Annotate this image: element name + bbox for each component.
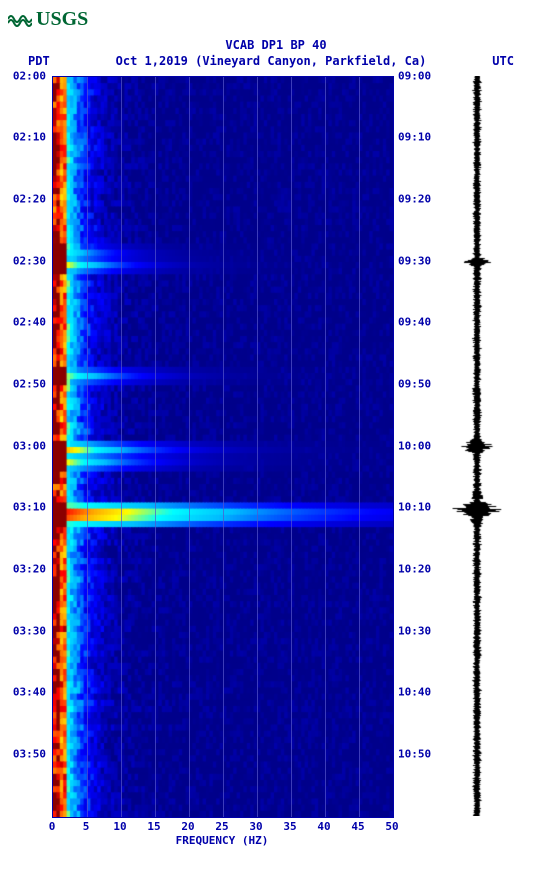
frequency-label: FREQUENCY (HZ) bbox=[52, 834, 392, 847]
left-tick: 02:40 bbox=[13, 316, 46, 329]
right-tick: 10:20 bbox=[398, 563, 431, 576]
x-tick: 35 bbox=[283, 820, 296, 833]
x-tick: 40 bbox=[317, 820, 330, 833]
chart-title: VCAB DP1 BP 40 bbox=[8, 37, 544, 54]
left-tick: 02:20 bbox=[13, 193, 46, 206]
seismogram-canvas bbox=[452, 76, 502, 816]
spectrogram-panel bbox=[52, 76, 394, 818]
right-tick: 10:10 bbox=[398, 501, 431, 514]
left-tick: 02:50 bbox=[13, 378, 46, 391]
wave-icon bbox=[8, 11, 32, 29]
x-tick: 5 bbox=[83, 820, 90, 833]
right-tick: 09:10 bbox=[398, 131, 431, 144]
title-line-2: Oct 1,2019 (Vineyard Canyon, Parkfield, … bbox=[116, 54, 427, 68]
right-timezone: UTC bbox=[492, 54, 514, 68]
left-time-axis: 02:0002:1002:2002:3002:4002:5003:0003:10… bbox=[8, 76, 52, 818]
x-tick: 30 bbox=[249, 820, 262, 833]
x-tick: 15 bbox=[147, 820, 160, 833]
right-time-axis: 09:0009:1009:2009:3009:4009:5010:0010:10… bbox=[394, 76, 442, 818]
frequency-ticks: 05101520253035404550 bbox=[52, 818, 392, 834]
seismogram-panel bbox=[452, 76, 502, 818]
x-tick: 10 bbox=[113, 820, 126, 833]
x-tick: 0 bbox=[49, 820, 56, 833]
right-tick: 09:50 bbox=[398, 378, 431, 391]
right-tick: 09:20 bbox=[398, 193, 431, 206]
left-tick: 02:10 bbox=[13, 131, 46, 144]
left-tick: 02:30 bbox=[13, 254, 46, 267]
left-tick: 03:50 bbox=[13, 748, 46, 761]
x-tick: 20 bbox=[181, 820, 194, 833]
left-tick: 03:40 bbox=[13, 686, 46, 699]
right-tick: 09:30 bbox=[398, 254, 431, 267]
left-tick: 03:30 bbox=[13, 624, 46, 637]
right-tick: 10:00 bbox=[398, 439, 431, 452]
title-line-1: VCAB DP1 BP 40 bbox=[8, 37, 544, 54]
logo-text: USGS bbox=[36, 8, 88, 31]
chart-area: 02:0002:1002:2002:3002:4002:5003:0003:10… bbox=[8, 76, 544, 818]
x-tick: 45 bbox=[351, 820, 364, 833]
left-tick: 02:00 bbox=[13, 69, 46, 82]
header-row: PDT Oct 1,2019 (Vineyard Canyon, Parkfie… bbox=[8, 54, 544, 68]
spectrogram-canvas bbox=[53, 77, 393, 817]
x-axis: 05101520253035404550 FREQUENCY (HZ) bbox=[52, 818, 392, 852]
x-tick: 25 bbox=[215, 820, 228, 833]
right-tick: 10:50 bbox=[398, 748, 431, 761]
right-tick: 09:40 bbox=[398, 316, 431, 329]
right-tick: 10:30 bbox=[398, 624, 431, 637]
x-tick: 50 bbox=[385, 820, 398, 833]
left-timezone: PDT bbox=[28, 54, 50, 68]
left-tick: 03:10 bbox=[13, 501, 46, 514]
right-tick: 09:00 bbox=[398, 69, 431, 82]
usgs-logo: USGS bbox=[8, 8, 544, 31]
right-tick: 10:40 bbox=[398, 686, 431, 699]
left-tick: 03:20 bbox=[13, 563, 46, 576]
left-tick: 03:00 bbox=[13, 439, 46, 452]
